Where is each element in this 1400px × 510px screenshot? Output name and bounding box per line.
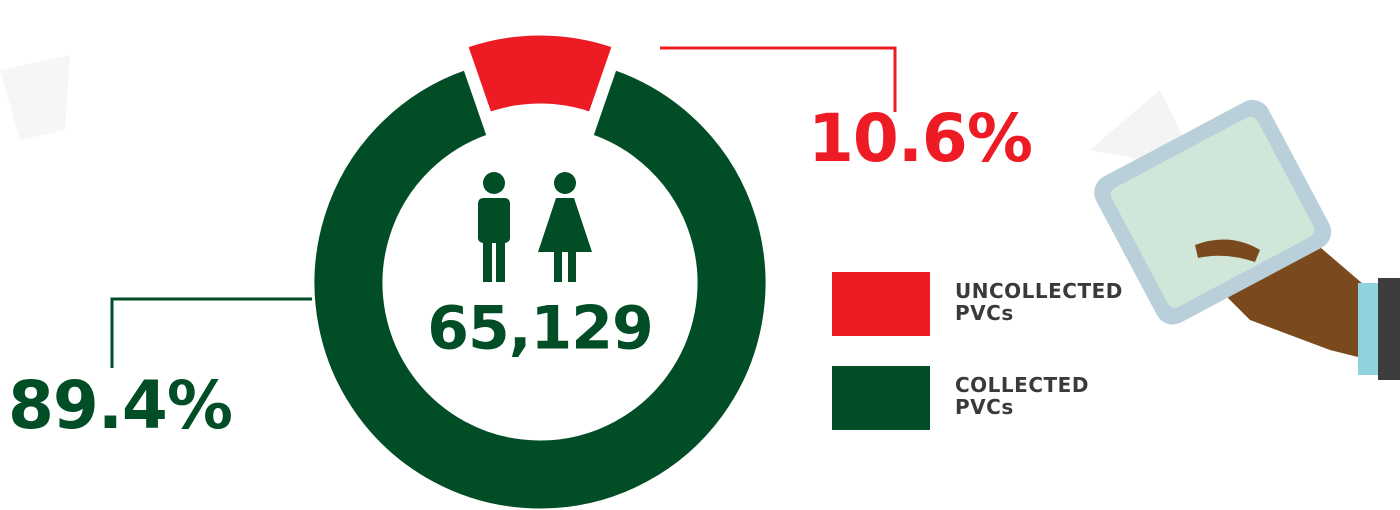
background-shape [0, 55, 70, 140]
legend-swatch [832, 272, 930, 336]
people-icon [478, 172, 592, 282]
pie-slice [465, 33, 614, 115]
legend-label: COLLECTED PVCs [955, 374, 1130, 418]
legend-swatch [832, 366, 930, 430]
center-text: 65,129 [427, 294, 653, 364]
value-label: 10.6% [808, 100, 1032, 177]
chart: 10.6% 89.4% 65,129 [0, 0, 1400, 510]
legend-label: UNCOLLECTED PVCs [955, 280, 1130, 324]
leader-line [112, 299, 312, 368]
pie-slice [312, 68, 768, 510]
infographic: 10.6% 89.4% 65,129 UNCOLLECTED PVCs COLLECT… [0, 0, 1400, 510]
value-label: 89.4% [8, 367, 232, 444]
